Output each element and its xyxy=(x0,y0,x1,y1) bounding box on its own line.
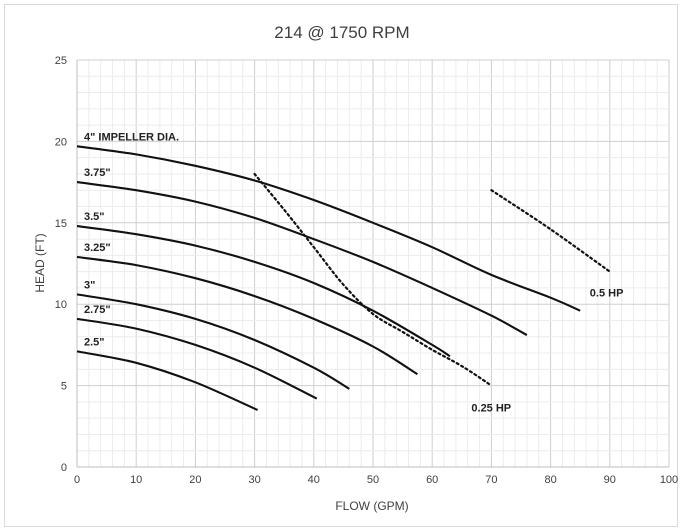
series-labels: 4" IMPELLER DIA. 3.75" 3.5" 3.25" 3" 2.75" 2.5… xyxy=(84,131,623,414)
impeller-curve-1 xyxy=(76,181,528,337)
impeller-curve-3 xyxy=(76,255,418,376)
x-tick-label: 100 xyxy=(660,474,678,486)
impeller-label: 4" IMPELLER DIA. xyxy=(84,131,179,143)
hp-label: 0.25 HP xyxy=(471,403,511,415)
impeller-label: 2.5" xyxy=(84,336,105,348)
impeller-label: 3.5" xyxy=(84,211,105,223)
hp-line-7 xyxy=(253,172,493,387)
y-tick-label: 0 xyxy=(61,462,67,474)
impeller-label: 3.25" xyxy=(84,242,111,254)
x-tick-label: 20 xyxy=(189,474,201,486)
impeller-curve-4 xyxy=(76,293,350,390)
chart-title: 214 @ 1750 RPM xyxy=(274,23,409,42)
y-tick-label: 10 xyxy=(55,299,67,311)
x-tick-label: 60 xyxy=(426,474,438,486)
y-axis-label: HEAD (FT) xyxy=(33,233,47,292)
tick-labels: 0 10 20 30 40 50 60 70 80 90 100 0 5 10 15 20 25 xyxy=(55,55,678,486)
x-tick-label: 40 xyxy=(308,474,320,486)
x-tick-label: 30 xyxy=(248,474,260,486)
impeller-curve-2 xyxy=(76,225,451,358)
impeller-curve-0 xyxy=(76,145,581,312)
x-tick-label: 70 xyxy=(485,474,497,486)
impeller-label: 3.75" xyxy=(84,167,111,179)
hp-line-8 xyxy=(490,189,611,273)
impeller-curve-5 xyxy=(76,317,318,400)
impeller-curve-6 xyxy=(76,350,259,411)
x-tick-label: 10 xyxy=(130,474,142,486)
grid xyxy=(76,59,670,468)
x-tick-label: 80 xyxy=(544,474,556,486)
y-tick-label: 20 xyxy=(55,136,67,148)
x-tick-label: 90 xyxy=(604,474,616,486)
x-tick-label: 0 xyxy=(74,474,80,486)
y-tick-label: 5 xyxy=(61,381,67,393)
impeller-label: 3" xyxy=(84,279,95,291)
series-group xyxy=(76,145,611,411)
x-tick-label: 50 xyxy=(367,474,379,486)
chart-frame xyxy=(4,4,678,527)
y-tick-label: 15 xyxy=(55,218,67,230)
x-axis-label: FLOW (GPM) xyxy=(335,499,408,513)
impeller-label: 2.75" xyxy=(84,304,111,316)
hp-label: 0.5 HP xyxy=(590,288,624,300)
y-tick-label: 25 xyxy=(55,55,67,67)
